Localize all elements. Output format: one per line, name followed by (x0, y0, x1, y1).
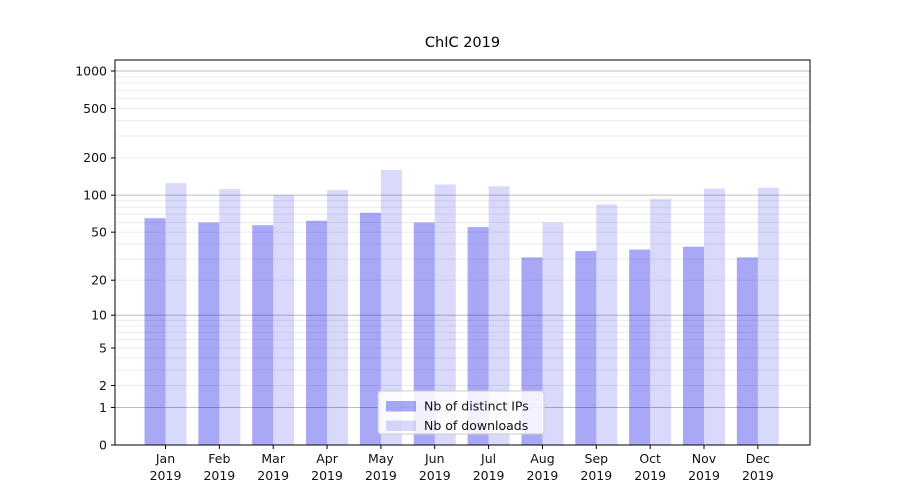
x-axis: Jan 2019 Feb 2019 Mar 2019 Apr 2019 May 2019 Jun 20… (150, 445, 774, 483)
plot-frame (114, 59, 811, 446)
x-tick-label: Jan 2019 (150, 451, 182, 483)
y-tick-label: 10 (91, 307, 107, 322)
bar-downloads-7 (542, 222, 564, 445)
bar-downloads-6 (488, 186, 510, 445)
bar-distinct-ips-2 (252, 225, 274, 445)
bar-distinct-ips-10 (683, 246, 704, 445)
x-tick-label: May 2019 (365, 451, 397, 483)
bar-distinct-ips-9 (629, 249, 651, 445)
bar-downloads-3 (327, 190, 349, 445)
bar-downloads-4 (380, 169, 402, 445)
legend-label-distinct-ips: Nb of distinct IPs (424, 399, 529, 414)
bar-downloads-0 (165, 183, 187, 445)
y-tick-label: 200 (83, 150, 107, 165)
x-tick-label: Nov 2019 (688, 451, 720, 483)
bar-distinct-ips-5 (413, 222, 435, 445)
legend-swatch-downloads (386, 420, 416, 431)
y-tick-label: 100 (83, 187, 107, 202)
bar-distinct-ips-11 (736, 257, 758, 445)
bar-downloads-10 (704, 188, 725, 445)
x-tick-label: Oct 2019 (634, 451, 666, 483)
x-tick-label: Jun 2019 (419, 451, 451, 483)
legend: Nb of distinct IPs Nb of downloads (377, 390, 545, 435)
bar-distinct-ips-8 (575, 251, 597, 445)
y-tick-label: 1 (99, 400, 107, 415)
bar-downloads-8 (596, 204, 618, 445)
x-tick-label: Sep 2019 (580, 451, 612, 483)
y-tick-label: 5 (99, 340, 107, 355)
bar-downloads-2 (273, 195, 295, 445)
y-tick-label: 500 (83, 101, 107, 116)
y-tick-label: 1000 (75, 63, 107, 78)
chart-title: ChIC 2019 (424, 35, 501, 51)
bar-distinct-ips-3 (306, 220, 328, 445)
bar-distinct-ips-0 (144, 218, 166, 445)
bar-distinct-ips-1 (198, 222, 220, 445)
legend-swatch-distinct-ips (386, 401, 416, 412)
x-tick-label: Feb 2019 (203, 451, 235, 483)
x-tick-label: Apr 2019 (311, 451, 343, 483)
bar-downloads-5 (434, 184, 456, 445)
bar-downloads-11 (757, 187, 779, 445)
x-tick-label: Jul 2019 (473, 451, 505, 483)
x-tick-label: Mar 2019 (257, 451, 289, 483)
bar-distinct-ips-4 (359, 212, 381, 445)
y-tick-label: 0 (99, 437, 107, 452)
gridlines (115, 70, 810, 408)
y-tick-label: 2 (99, 378, 107, 393)
bar-downloads-1 (219, 189, 241, 445)
legend-label-downloads: Nb of downloads (424, 418, 528, 433)
bar-downloads-9 (650, 199, 672, 445)
x-tick-label: Dec 2019 (742, 451, 774, 483)
legend-box (377, 390, 545, 435)
y-tick-label: 50 (91, 224, 107, 239)
y-tick-label: 20 (91, 272, 107, 287)
x-tick-label: Aug 2019 (527, 451, 559, 483)
